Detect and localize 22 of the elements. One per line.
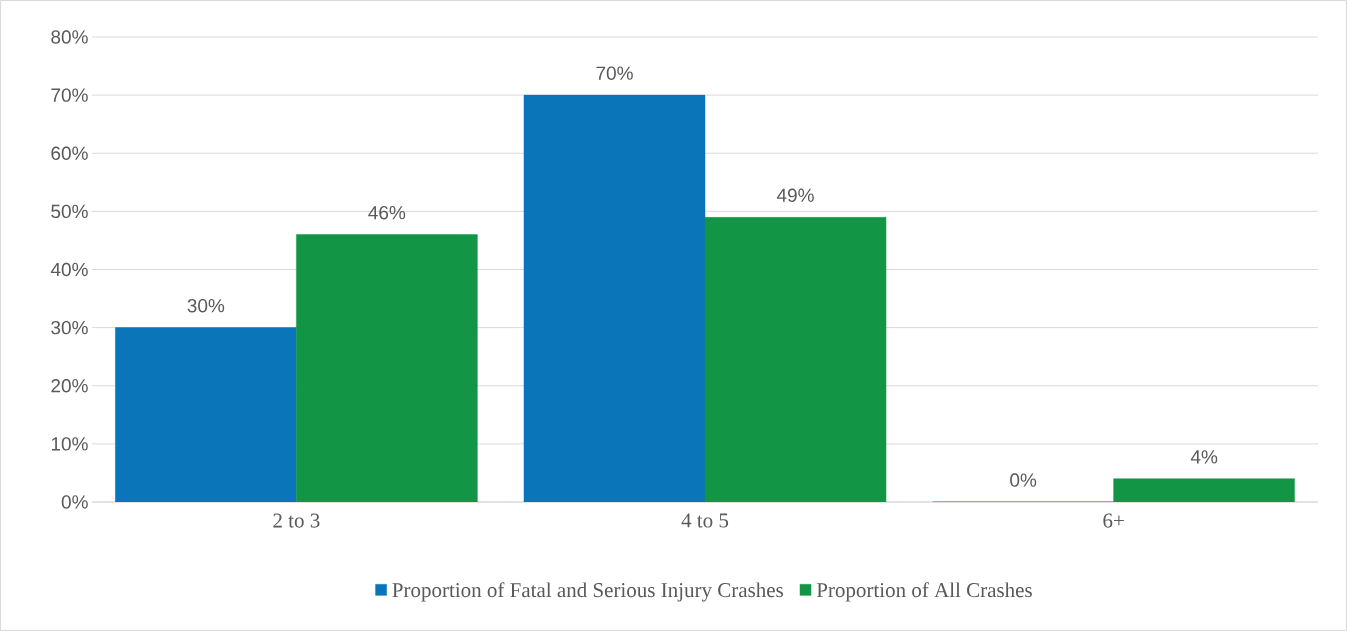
x-tick-label: 6+	[1103, 513, 1124, 528]
data-label: 4%	[1190, 450, 1218, 464]
bar	[115, 327, 297, 502]
data-label: 49%	[776, 188, 814, 202]
bar	[523, 94, 706, 502]
x-tick-label: 2 to 3	[273, 513, 320, 528]
y-tick-label: 30%	[51, 320, 88, 335]
y-tick-label: 80%	[51, 30, 88, 44]
y-tick-label: 0%	[61, 495, 88, 509]
y-tick-label: 20%	[51, 379, 88, 393]
y-tick-label: 40%	[50, 262, 88, 277]
legend-label: Proportion of All Crashes	[816, 582, 1032, 602]
y-tick-label: 50%	[51, 204, 88, 219]
y-tick-label: 60%	[51, 146, 88, 160]
data-label: 30%	[187, 298, 225, 313]
y-tick-label: 70%	[51, 88, 88, 102]
data-label: 0%	[1010, 473, 1037, 487]
data-label: 70%	[596, 66, 633, 80]
y-tick-label: 10%	[51, 437, 88, 451]
data-label: 46%	[368, 205, 406, 220]
legend-label: Proportion of Fatal and Serious Injury Crashes	[392, 582, 784, 602]
x-tick-label: 4 to 5	[681, 513, 729, 528]
